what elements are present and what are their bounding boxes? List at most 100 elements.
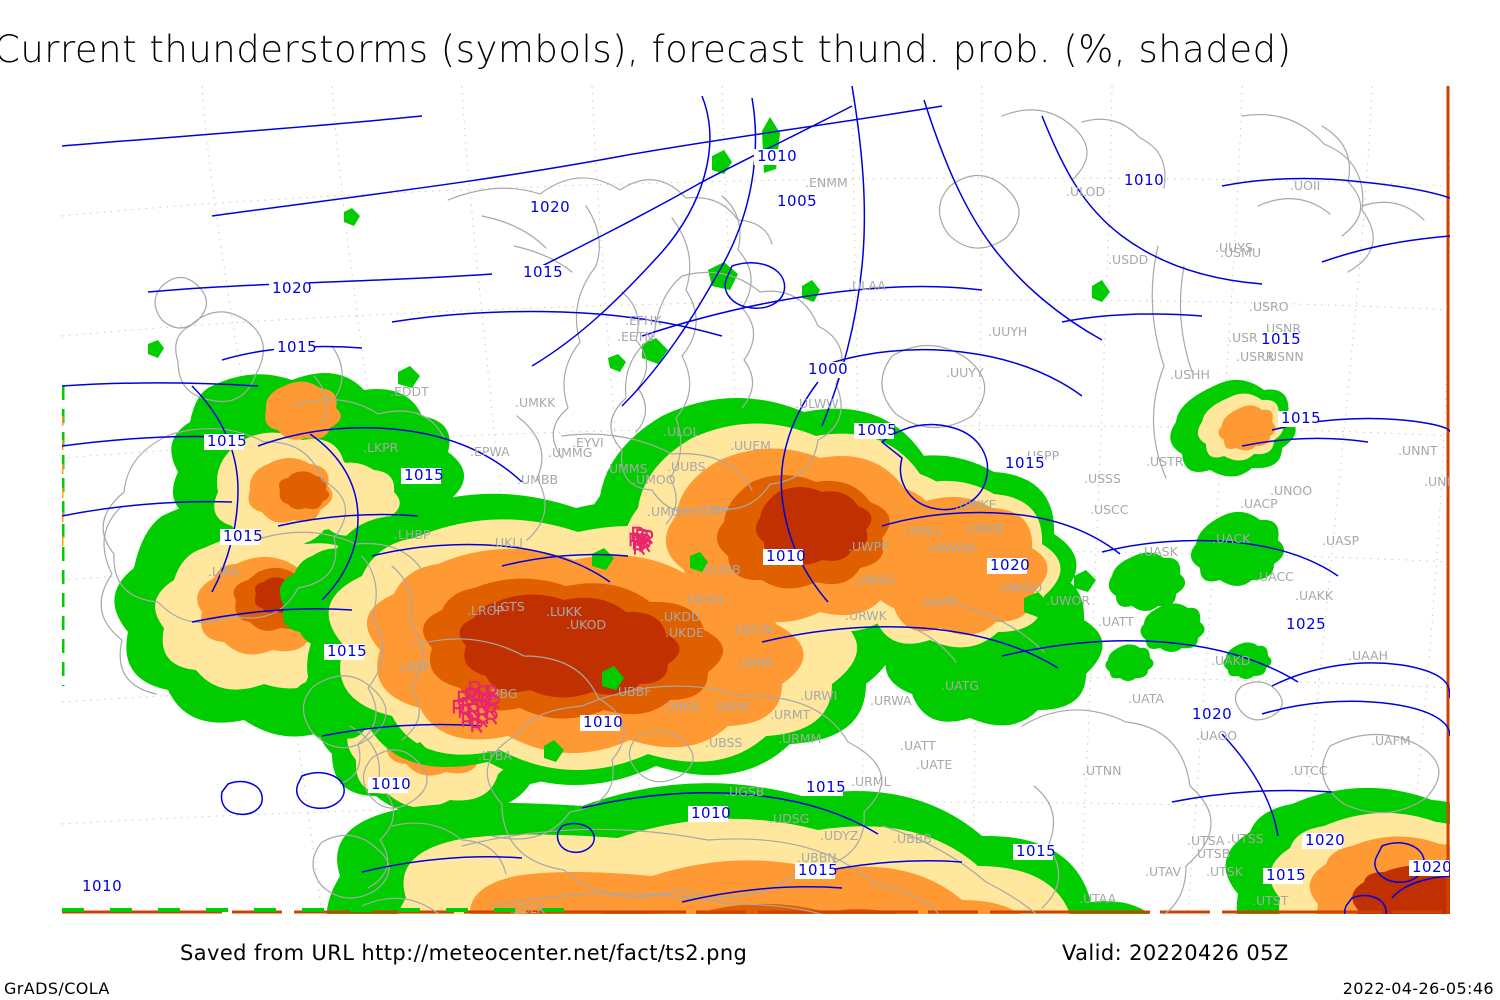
- producer-credit: GrADS/COLA: [4, 979, 110, 998]
- thunderstorm-symbol: [485, 684, 497, 699]
- isobar-label-group: 1025: [1283, 615, 1326, 633]
- station-label: .UATT: [1098, 614, 1134, 629]
- isobar-label: 1015: [223, 527, 263, 545]
- station-label: .USRO: [1249, 299, 1289, 314]
- thunderstorm-symbol: [486, 710, 498, 725]
- isobar-label-group: 1000: [805, 360, 848, 378]
- isobar-label: 1015: [277, 338, 317, 356]
- station-label: .UATA: [1128, 691, 1164, 706]
- station-label: .UBBF: [614, 684, 651, 699]
- station-label: .UWOR: [1046, 593, 1090, 608]
- station-label: .UAOO: [1196, 728, 1237, 743]
- station-label: .UWSS: [853, 572, 894, 587]
- station-label: .LKPR: [363, 440, 399, 455]
- station-label: .ULOD: [1066, 184, 1105, 199]
- isobar-label-group: 1020: [527, 198, 570, 216]
- station-label: .UMMS: [605, 461, 648, 476]
- isobar-label: 1015: [523, 263, 563, 281]
- isobar-label: 1010: [82, 877, 122, 895]
- station-label: .UTSB: [1193, 846, 1230, 861]
- station-label: .URWA: [870, 693, 912, 708]
- station-label: .UUEM: [730, 438, 771, 453]
- shading-turkey-caucasus: [326, 783, 1450, 914]
- station-label: .URMT: [770, 707, 811, 722]
- isobar-label-group: 1005: [854, 421, 897, 439]
- station-label: .UKKK: [712, 699, 751, 714]
- shading-urals-orange: [1218, 405, 1276, 451]
- thunderstorm-symbol: [632, 526, 644, 541]
- thunderstorm-symbol: [469, 680, 481, 696]
- isobar-label: 1020: [1305, 831, 1345, 849]
- station-label: .UBSS: [705, 735, 742, 750]
- station-label: .LTBA: [478, 748, 512, 763]
- isobar-label-group: 1010: [580, 713, 623, 731]
- station-label: .LHBP: [394, 527, 431, 542]
- station-label: .UATT: [900, 738, 936, 753]
- station-label: .UDYZ: [820, 828, 858, 843]
- isobar-label: 1010: [757, 147, 797, 165]
- isobar-label-group: 1015: [1013, 842, 1056, 860]
- isobar-label: 1010: [1124, 171, 1164, 189]
- isobar-label-group: 1015: [204, 432, 247, 450]
- station-label: .UACC: [1255, 569, 1294, 584]
- station-label: .UUOB: [700, 562, 741, 577]
- station-label: .UKCW: [731, 622, 773, 637]
- station-label: .URML: [851, 774, 891, 789]
- isobar-label: 1015: [798, 861, 838, 879]
- isobar-label: 1020: [272, 279, 312, 297]
- station-label: .UMOO: [632, 472, 676, 487]
- station-label: .UUBP: [690, 503, 729, 518]
- station-label: .UMBB: [517, 472, 558, 487]
- station-label: .URMM: [778, 731, 821, 746]
- isobar-label-group: 1020: [987, 556, 1030, 574]
- station-label: .UNOO: [1270, 483, 1312, 498]
- isobar-label: 1010: [766, 547, 806, 565]
- isobar-label-group: 1020: [1409, 858, 1450, 876]
- isobar-label: 1015: [1281, 409, 1321, 427]
- station-label: .UTSA: [1187, 833, 1225, 848]
- thunderstorm-symbol: [633, 540, 646, 556]
- station-label: .UAAH: [1348, 648, 1388, 663]
- map-canvas[interactable]: .ENMM .ULOD .UOII .USDD .UUYS .USMU .ULAA .EFHK…: [62, 86, 1450, 914]
- station-label: .UAKK: [1295, 588, 1334, 603]
- valid-time-text: Valid: 20220426 05Z: [1062, 941, 1289, 965]
- page-title: Current thunderstorms (symbols), forecas…: [0, 28, 1292, 71]
- station-label: .UUYY: [946, 365, 984, 380]
- station-label: .LUKK: [546, 604, 583, 619]
- station-label: .UKDE: [665, 625, 704, 640]
- isobar-label-group: 1020: [269, 279, 312, 297]
- shading-eastern-band: [294, 397, 1103, 786]
- station-label: .ENMM: [805, 175, 848, 190]
- isobar-label-group: 1020: [1189, 705, 1232, 723]
- station-label: .USSS: [1084, 471, 1121, 486]
- station-label: .EDDT: [390, 384, 429, 399]
- thunderstorm-symbol: [471, 718, 483, 733]
- isobar-label: 1015: [1016, 842, 1056, 860]
- station-label: .EPWA: [470, 444, 510, 459]
- station-label: .UUYS: [1215, 240, 1253, 255]
- station-label: .ULOL: [663, 424, 699, 439]
- isobar-label: 1015: [404, 466, 444, 484]
- isobar-label: 1020: [1192, 705, 1232, 723]
- station-label: .UTSK: [1206, 864, 1244, 879]
- station-label: .UNNT: [1398, 443, 1438, 458]
- station-label: .UTAV: [1145, 864, 1182, 879]
- station-label: .USDD: [1108, 252, 1148, 267]
- station-label: .UACK: [1212, 531, 1251, 546]
- isobar-label: 1015: [1266, 866, 1306, 884]
- isobar-label-group: 1015: [1278, 409, 1321, 427]
- station-label: .EYVI: [572, 435, 604, 450]
- station-label: .UTCC: [1290, 763, 1328, 778]
- isobar-label-group: 1020: [1302, 831, 1345, 849]
- station-label: .ULAA: [848, 278, 886, 293]
- isobar-label-group: 1015: [1263, 866, 1306, 884]
- station-label: .USHH: [1170, 367, 1210, 382]
- station-label: .UBBN: [797, 850, 837, 865]
- station-label: .UUYH: [988, 324, 1027, 339]
- thunderstorm-symbols: [452, 526, 654, 733]
- map-svg: .ENMM .ULOD .UOII .USDD .UUYS.USMU .ULAA .EFHK…: [62, 86, 1450, 914]
- station-label: .UATE: [916, 757, 952, 772]
- station-label: .URWI: [800, 688, 837, 703]
- station-label: .UWPP: [848, 539, 889, 554]
